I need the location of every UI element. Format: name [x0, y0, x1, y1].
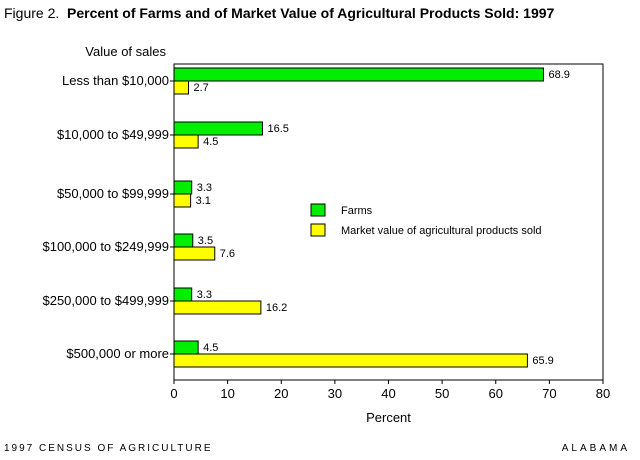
category-label: $250,000 to $499,999 — [42, 293, 169, 308]
x-tick-label: 40 — [381, 386, 395, 401]
legend-swatch-farms — [310, 203, 326, 217]
market-value-bar — [173, 246, 216, 261]
data-label: 7.6 — [220, 248, 235, 260]
market-value-bar — [173, 300, 262, 315]
footer-state: ALABAMA — [561, 443, 630, 454]
plot-frame — [173, 63, 604, 381]
farms-bar — [173, 180, 193, 195]
category-label: $50,000 to $99,999 — [57, 186, 169, 201]
farms-bar — [173, 287, 193, 302]
market-value-bar — [173, 353, 528, 368]
market-value-bar — [173, 193, 192, 208]
category-label: $10,000 to $49,999 — [57, 127, 169, 142]
figure-title: Figure 2. Percent of Farms and of Market… — [4, 5, 554, 21]
x-tick-label: 20 — [274, 386, 288, 401]
farms-bar — [173, 67, 544, 82]
farms-bar — [173, 340, 199, 355]
legend-label-market-value: Market value of agricultural products so… — [341, 225, 542, 237]
market-value-bar — [173, 80, 189, 95]
category-axis-title: Value of sales — [85, 44, 166, 59]
category-label: $500,000 or more — [66, 346, 169, 361]
data-label: 4.5 — [203, 342, 218, 354]
x-tick-label: 60 — [489, 386, 503, 401]
x-tick-label: 30 — [328, 386, 342, 401]
data-label: 3.5 — [198, 235, 213, 247]
legend-label-farms: Farms — [341, 205, 373, 217]
data-label: 2.7 — [193, 82, 208, 94]
farms-bar — [173, 121, 263, 136]
data-label: 16.5 — [267, 123, 288, 135]
footer-source: 1997 CENSUS OF AGRICULTURE — [4, 443, 213, 454]
x-tick-label: 0 — [170, 386, 177, 401]
data-label: 4.5 — [203, 136, 218, 148]
figure-label: Figure 2. — [4, 5, 60, 21]
category-label: Less than $10,000 — [62, 73, 169, 88]
data-label: 3.3 — [197, 182, 212, 194]
x-tick-label: 50 — [435, 386, 449, 401]
legend-swatch-market-value — [310, 223, 326, 237]
figure-title-text: Percent of Farms and of Market Value of … — [67, 5, 555, 21]
data-label: 68.9 — [548, 69, 569, 81]
category-label: $100,000 to $249,999 — [42, 239, 169, 254]
data-label: 3.1 — [196, 195, 211, 207]
data-label: 65.9 — [532, 355, 553, 367]
x-tick-label: 10 — [220, 386, 234, 401]
farms-bar — [173, 233, 194, 248]
x-tick-label: 70 — [542, 386, 556, 401]
x-axis-title: Percent — [366, 410, 411, 425]
data-label: 16.2 — [266, 302, 287, 314]
x-tick-label: 80 — [596, 386, 610, 401]
data-label: 3.3 — [197, 289, 212, 301]
market-value-bar — [173, 134, 199, 149]
